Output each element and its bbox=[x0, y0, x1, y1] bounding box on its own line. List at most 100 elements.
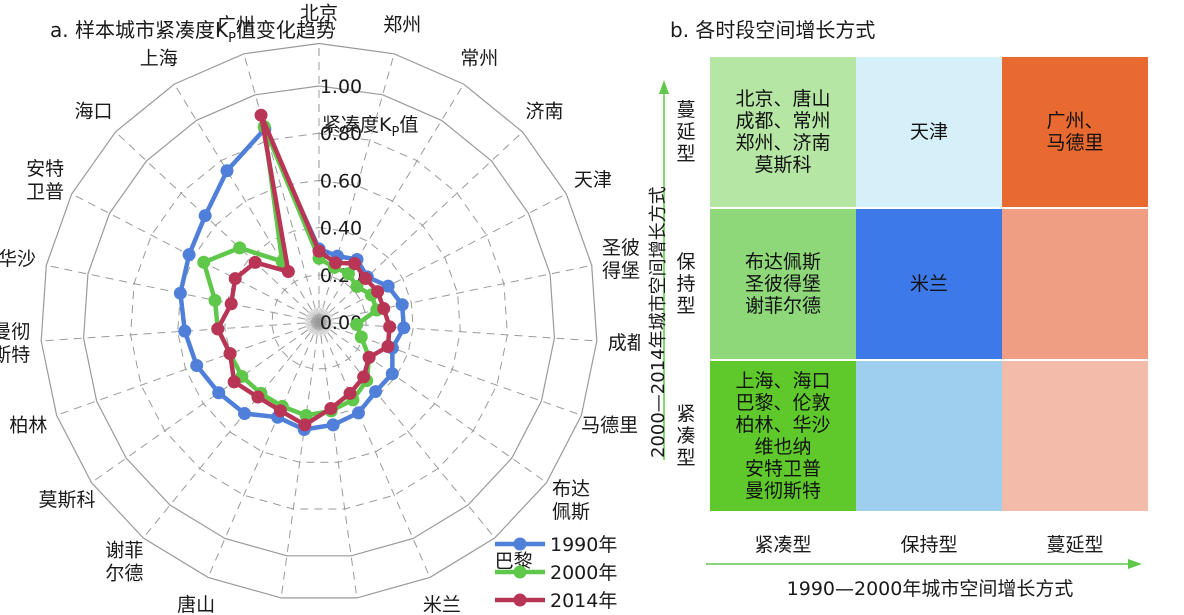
radar-category-label: 谢菲尔德 bbox=[105, 539, 143, 584]
radar-category-label: 安特卫普 bbox=[26, 158, 64, 203]
legend-marker-2000年 bbox=[513, 565, 527, 579]
radar-spoke bbox=[318, 193, 567, 323]
radar-category-label: 北京 bbox=[300, 3, 338, 25]
series-point-2000年 bbox=[208, 293, 222, 307]
radar-category-label: 圣彼得堡 bbox=[602, 237, 640, 282]
radar-tick-label: 0.80 bbox=[320, 123, 362, 145]
radar-category-label: 米兰 bbox=[423, 594, 461, 615]
radar-spoke bbox=[46, 264, 320, 323]
radar-spoke bbox=[91, 321, 320, 484]
panel-b-title: b. 各时段空间增长方式 bbox=[670, 18, 876, 42]
series-point-2014年 bbox=[348, 257, 362, 271]
series-point-2014年 bbox=[223, 347, 237, 361]
radar-category-label: 海口 bbox=[75, 100, 113, 122]
matrix-cell: 米兰 bbox=[856, 209, 1002, 359]
radar-axis-title: 紧凑度KP值 bbox=[322, 114, 419, 140]
series-point-1990年 bbox=[395, 298, 409, 312]
legend-marker-2014年 bbox=[513, 593, 527, 607]
radar-spoke bbox=[243, 53, 320, 323]
radar-spoke bbox=[318, 321, 547, 484]
series-point-2014年 bbox=[248, 255, 262, 269]
radar-spoke bbox=[318, 264, 592, 323]
series-point-1990年 bbox=[385, 367, 399, 381]
radar-spoke bbox=[41, 321, 320, 342]
series-point-2014年 bbox=[312, 244, 326, 258]
radar-grid-ring bbox=[130, 132, 508, 510]
radar-spoke bbox=[142, 321, 320, 539]
series-point-2014年 bbox=[324, 402, 338, 416]
series-point-1990年 bbox=[238, 407, 252, 421]
series-point-1990年 bbox=[173, 286, 187, 300]
series-point-1990年 bbox=[178, 324, 192, 338]
radar-grid-ring bbox=[177, 179, 461, 463]
series-point-2000年 bbox=[350, 280, 364, 294]
radar-tick-label: 1.00 bbox=[320, 76, 362, 98]
radar-spoke bbox=[280, 321, 320, 598]
radar-category-label: 曼彻斯特 bbox=[0, 321, 30, 366]
matrix-cell: 布达佩斯 圣彼得堡 谢菲尔德 bbox=[710, 209, 856, 359]
matrix-arrows bbox=[659, 80, 1142, 569]
series-point-2000年 bbox=[197, 255, 211, 269]
matrix-row-label: 蔓 延 型 bbox=[676, 99, 696, 165]
radar-category-label: 华沙 bbox=[0, 248, 36, 270]
radar-category-label: 郑州 bbox=[383, 14, 421, 36]
matrix-cell: 北京、唐山 成都、常州 郑州、济南 莫斯科 bbox=[710, 57, 856, 207]
series-point-1990年 bbox=[182, 248, 196, 262]
series-point-2000年 bbox=[233, 241, 247, 255]
series-point-2014年 bbox=[298, 418, 312, 432]
series-point-2014年 bbox=[381, 339, 395, 353]
series-point-1990年 bbox=[212, 386, 226, 400]
radar-spoke bbox=[173, 83, 320, 323]
matrix-col-label: 保持型 bbox=[900, 534, 958, 556]
series-point-2014年 bbox=[343, 386, 357, 400]
matrix-col-label: 蔓延型 bbox=[1046, 534, 1104, 556]
radar-grid-ring bbox=[271, 274, 367, 370]
matrix-row-label: 保 持 型 bbox=[676, 251, 696, 317]
radar-spoke bbox=[115, 131, 320, 323]
radar-spoke bbox=[318, 321, 496, 539]
series-point-1990年 bbox=[381, 279, 395, 293]
radar-category-label: 莫斯科 bbox=[38, 489, 95, 511]
radar-chart: 1.000.800.600.400.200.00北京郑州常州济南天津圣彼得堡成都… bbox=[0, 3, 640, 615]
radar-spoke bbox=[318, 321, 431, 578]
radar-grid-ring bbox=[82, 85, 556, 557]
radar-category-label: 上海 bbox=[140, 47, 178, 69]
series-point-1990年 bbox=[397, 321, 411, 335]
series-point-1990年 bbox=[326, 418, 340, 432]
radar-category-label: 广州 bbox=[217, 14, 255, 36]
series-point-2000年 bbox=[341, 267, 355, 281]
matrix-cell: 上海、海口 巴黎、伦敦 柏林、华沙 维也纳 安特卫普 曼彻斯特 bbox=[710, 361, 856, 511]
matrix-col-label: 紧凑型 bbox=[754, 534, 812, 556]
matrix-row-label: 紧 凑 型 bbox=[676, 403, 696, 469]
radar-spoke bbox=[318, 83, 465, 323]
series-point-2014年 bbox=[357, 370, 371, 384]
matrix-cell bbox=[1002, 361, 1148, 511]
series-point-2000年 bbox=[354, 330, 368, 344]
legend-label-2000年: 2000年 bbox=[550, 562, 617, 584]
series-point-2000年 bbox=[350, 318, 364, 332]
series-point-2014年 bbox=[362, 350, 376, 364]
series-point-1990年 bbox=[220, 164, 234, 178]
series-point-2014年 bbox=[371, 285, 385, 299]
radar-grid-ring bbox=[40, 42, 598, 599]
matrix-cell bbox=[1002, 209, 1148, 359]
matrix-cell bbox=[856, 361, 1002, 511]
matrix-y-title: 2000—2014年城市空间增长方式 bbox=[648, 186, 669, 458]
radar-tick-label: 0.60 bbox=[320, 170, 362, 192]
series-point-2014年 bbox=[227, 375, 241, 389]
radar-spoke bbox=[71, 193, 320, 323]
radar-category-label: 成都 bbox=[608, 332, 640, 354]
series-point-2014年 bbox=[281, 265, 295, 279]
radar-tick-label: 0.40 bbox=[320, 218, 362, 240]
matrix-cell: 广州、 马德里 bbox=[1002, 57, 1148, 207]
legend-marker-1990年 bbox=[513, 537, 527, 551]
radar-spoke bbox=[318, 321, 597, 342]
radar-category-label: 巴黎 bbox=[495, 550, 533, 572]
matrix-cell: 天津 bbox=[856, 57, 1002, 207]
series-point-2014年 bbox=[383, 320, 397, 334]
radar-category-label: 马德里 bbox=[581, 414, 638, 436]
series-point-1990年 bbox=[369, 385, 383, 399]
series-point-2014年 bbox=[359, 272, 373, 286]
series-point-2014年 bbox=[228, 272, 242, 286]
panel-a-title: a. 样本城市紧凑度KP值变化趋势 bbox=[50, 18, 336, 46]
